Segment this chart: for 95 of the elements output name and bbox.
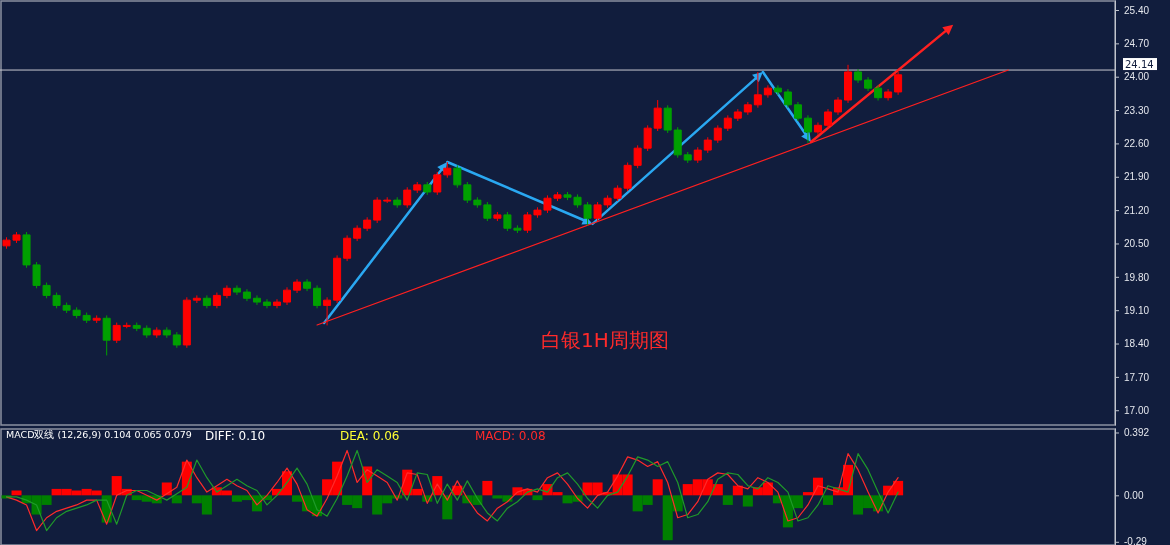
y-tick-label: 17.70 xyxy=(1124,371,1150,383)
y-tick-label: -0.29 xyxy=(1124,536,1148,545)
candlestick xyxy=(894,71,903,96)
candlestick xyxy=(222,284,231,299)
candlestick xyxy=(723,114,732,132)
candlestick xyxy=(653,99,662,132)
y-tick-label: 20.50 xyxy=(1124,238,1150,250)
annotation: DIFF: 0.10 xyxy=(205,429,266,443)
candlestick xyxy=(192,294,201,304)
candlestick xyxy=(132,322,141,332)
y-tick-label: 23.30 xyxy=(1124,104,1150,116)
candlestick xyxy=(663,104,672,134)
candlestick xyxy=(182,296,191,349)
candlestick xyxy=(403,186,412,209)
candlestick xyxy=(92,314,101,324)
candlestick xyxy=(343,234,352,262)
candlestick xyxy=(212,292,221,309)
candlestick xyxy=(242,288,251,302)
candlestick xyxy=(383,196,392,204)
annotation: 白银1H周期图 xyxy=(541,328,669,352)
candlestick xyxy=(333,254,342,304)
candlestick xyxy=(703,136,712,154)
candlestick xyxy=(162,326,171,339)
bar xyxy=(742,495,753,507)
candlestick xyxy=(443,161,452,179)
candlestick xyxy=(102,314,111,356)
y-tick-label: 25.40 xyxy=(1124,4,1150,16)
bar xyxy=(161,482,172,496)
candlestick xyxy=(172,331,181,349)
candlestick xyxy=(463,181,472,204)
candlestick xyxy=(493,211,502,222)
candlestick xyxy=(373,196,382,224)
chart-title: MACD双线 (12,26,9) 0.104 0.065 0.079 xyxy=(6,429,192,440)
y-tick-label: 22.60 xyxy=(1124,138,1150,150)
candlestick xyxy=(202,294,211,309)
candlestick xyxy=(433,171,442,196)
bar xyxy=(482,480,493,496)
candlestick xyxy=(854,68,863,84)
bar xyxy=(171,495,182,504)
candlestick xyxy=(693,146,702,164)
candlestick xyxy=(813,121,822,136)
candlestick xyxy=(112,322,121,344)
annotation: MACD: 0.08 xyxy=(475,429,546,443)
candlestick xyxy=(874,84,883,102)
bar xyxy=(722,495,733,505)
candlestick xyxy=(763,84,772,99)
y-tick-label: 17.00 xyxy=(1124,404,1150,416)
ref-line-label: 24.14 xyxy=(1125,59,1154,71)
candlestick xyxy=(303,278,312,292)
candlestick xyxy=(423,181,432,196)
candlestick xyxy=(844,64,853,104)
y-tick-label: 18.40 xyxy=(1124,338,1150,350)
candlestick xyxy=(152,326,161,339)
candlestick xyxy=(884,88,893,102)
candlestick xyxy=(262,298,271,309)
candlestick xyxy=(252,294,261,306)
candlestick xyxy=(683,151,692,164)
bar xyxy=(822,495,833,505)
line-series xyxy=(5,449,899,532)
y-tick-label: 24.00 xyxy=(1124,71,1150,83)
bar xyxy=(532,495,543,501)
candlestick xyxy=(363,216,372,232)
candlestick xyxy=(773,84,782,96)
candlestick xyxy=(283,286,292,306)
y-tick-label: 0.392 xyxy=(1124,427,1150,439)
candlestick xyxy=(643,124,652,152)
candlestick xyxy=(733,108,742,122)
candlestick xyxy=(864,76,873,92)
y-tick-label: 21.20 xyxy=(1124,204,1150,216)
candlestick xyxy=(783,88,792,109)
candlestick xyxy=(293,278,302,294)
candlestick xyxy=(823,108,832,129)
candlestick xyxy=(323,296,332,326)
bar xyxy=(652,479,663,496)
candlestick xyxy=(834,96,843,116)
candlestick xyxy=(142,324,151,339)
candlestick xyxy=(393,196,402,209)
candlestick xyxy=(353,224,362,242)
candlestick xyxy=(122,322,131,329)
y-tick-label: 21.90 xyxy=(1124,171,1150,183)
annotation: DEA: 0.06 xyxy=(340,429,400,443)
bar xyxy=(442,495,453,520)
y-tick-label: 19.10 xyxy=(1124,304,1150,316)
candlestick xyxy=(313,284,322,309)
candlestick xyxy=(232,284,241,296)
y-tick-label: 24.70 xyxy=(1124,38,1150,50)
candlestick xyxy=(673,126,682,159)
candlestick xyxy=(272,298,281,309)
y-tick-label: 19.80 xyxy=(1124,271,1150,283)
candlestick xyxy=(743,101,752,116)
candlestick xyxy=(413,181,422,194)
candlestick xyxy=(793,101,802,122)
candlestick xyxy=(713,124,722,144)
y-tick-label: 0.00 xyxy=(1124,490,1144,502)
candlestick xyxy=(453,164,462,189)
